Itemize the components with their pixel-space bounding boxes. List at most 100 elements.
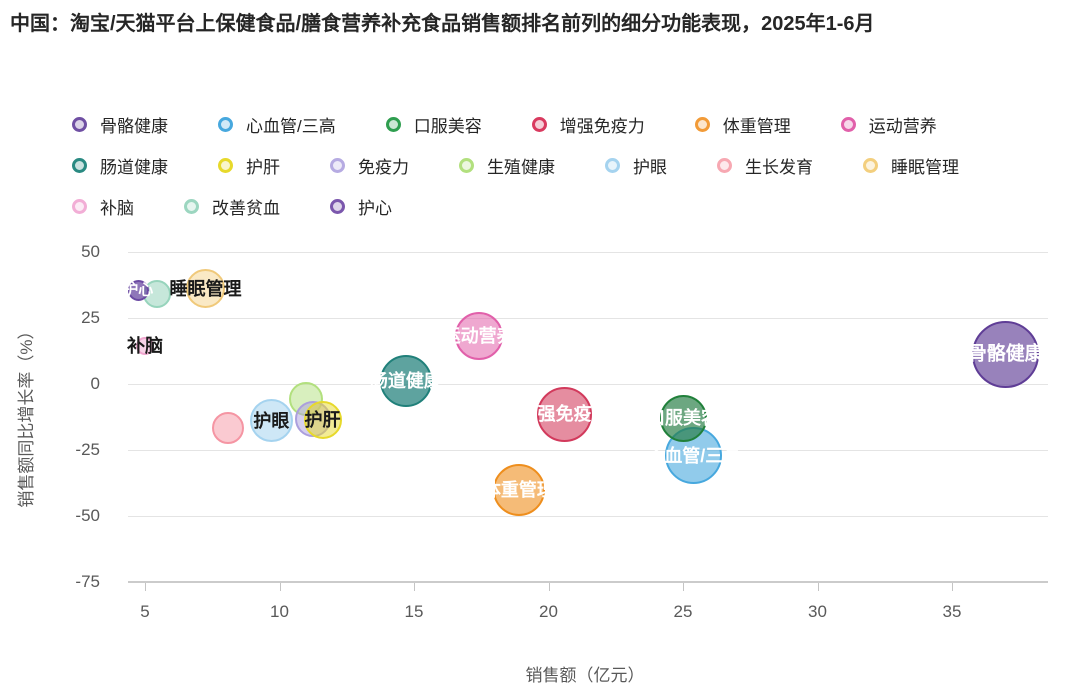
legend-dot-icon xyxy=(717,157,732,173)
legend-dot-icon xyxy=(330,198,345,214)
legend-item-label: 肠道健康 xyxy=(100,157,168,177)
legend-item-护眼: 护眼 xyxy=(605,153,667,178)
gridline-y-0 xyxy=(128,384,1048,385)
legend-item-心血管/三高: 心血管/三高 xyxy=(218,112,336,137)
bubble-label-增强免疫力: 增强免疫力 xyxy=(519,404,610,425)
bubble-label-体重管理: 体重管理 xyxy=(482,479,555,500)
bubble-label-骨骼健康: 骨骼健康 xyxy=(967,343,1044,365)
legend-item-label: 补脑 xyxy=(100,198,134,218)
bubble-label-补脑: 补脑 xyxy=(127,336,163,357)
legend-item-骨骼健康: 骨骼健康 xyxy=(72,112,168,137)
x-tick-label-10: 10 xyxy=(270,602,289,621)
bubble-睡眠管理 xyxy=(186,269,225,309)
bubble-label-护眼: 护眼 xyxy=(253,410,290,431)
x-tick-label-15: 15 xyxy=(404,602,424,621)
legend-row-3: 补脑 改善贫血 护心 xyxy=(72,194,959,218)
y-tick-label-50: 50 xyxy=(81,241,100,261)
bubble-label-护心: 护心 xyxy=(123,281,154,299)
legend-dot-icon xyxy=(72,116,87,132)
bubble-运动营养 xyxy=(454,311,503,360)
x-tick-15 xyxy=(414,583,415,591)
x-tick-25 xyxy=(683,583,684,591)
legend-item-label: 骨骼健康 xyxy=(100,116,168,136)
y-tick-label--25: -25 xyxy=(75,440,100,460)
legend-dot-icon xyxy=(72,198,87,214)
bubble-label-肠道健康: 肠道健康 xyxy=(369,371,442,392)
bubble-护眼 xyxy=(249,399,293,443)
bubble-label-运动营养: 运动营养 xyxy=(442,325,515,346)
legend-item-label: 护心 xyxy=(358,198,392,218)
legend-item-label: 生殖健康 xyxy=(487,157,555,177)
legend-item-睡眠管理: 睡眠管理 xyxy=(863,153,959,178)
legend-item-label: 免疫力 xyxy=(358,157,409,177)
bubble-护心 xyxy=(127,279,149,301)
legend-item-label: 护眼 xyxy=(633,157,667,177)
gridline-y--25 xyxy=(128,450,1048,452)
y-tick-label--50: -50 xyxy=(75,506,100,526)
legend: 骨骼健康 心血管/三高 口服美容 增强免疫力 体重管理 运动营养肠道健康 护肝 免疫力 生殖健康… xyxy=(72,112,959,235)
legend-item-label: 睡眠管理 xyxy=(891,157,959,177)
legend-item-label: 口服美容 xyxy=(413,116,482,136)
legend-dot-icon xyxy=(694,116,710,132)
legend-row-1: 骨骼健康 心血管/三高 口服美容 增强免疫力 体重管理 运动营养 xyxy=(72,112,959,136)
legend-item-护心: 护心 xyxy=(330,194,392,219)
y-tick-label-25: 25 xyxy=(81,307,100,327)
gridline-y--50 xyxy=(128,516,1048,518)
x-tick-label-30: 30 xyxy=(808,602,827,621)
legend-item-增强免疫力: 增强免疫力 xyxy=(531,112,645,137)
legend-item-肠道健康: 肠道健康 xyxy=(72,153,168,178)
legend-dot-icon xyxy=(863,157,878,173)
legend-dot-icon xyxy=(605,157,620,173)
legend-dot-icon xyxy=(385,116,401,132)
x-tick-label-25: 25 xyxy=(673,602,693,621)
legend-item-体重管理: 体重管理 xyxy=(694,112,791,137)
legend-item-label: 心血管/三高 xyxy=(246,116,336,136)
legend-item-label: 生长发育 xyxy=(745,157,813,177)
bubble-label-口服美容: 口服美容 xyxy=(647,408,719,429)
x-tick-20 xyxy=(548,583,550,591)
legend-item-运动营养: 运动营养 xyxy=(840,112,937,137)
legend-item-生长发育: 生长发育 xyxy=(717,153,813,178)
legend-item-label: 护肝 xyxy=(246,157,280,177)
bubble-肠道健康 xyxy=(379,355,432,408)
x-tick-30 xyxy=(817,583,819,591)
x-tick-5 xyxy=(145,583,146,591)
bubble-体重管理 xyxy=(492,463,545,516)
y-tick-label--75: -75 xyxy=(75,572,100,592)
legend-row-2: 肠道健康 护肝 免疫力 生殖健康 护眼 生长发育 睡眠管理 xyxy=(72,153,959,177)
y-tick-label-0: 0 xyxy=(90,374,100,393)
x-tick-label-5: 5 xyxy=(140,602,150,621)
x-axis-line xyxy=(128,581,1048,583)
bubble-骨骼健康 xyxy=(972,320,1040,388)
legend-dot-icon xyxy=(184,198,199,214)
x-tick-label-35: 35 xyxy=(942,602,962,621)
legend-dot-icon xyxy=(218,157,233,173)
legend-item-护肝: 护肝 xyxy=(218,153,280,178)
legend-item-口服美容: 口服美容 xyxy=(385,112,482,137)
legend-item-label: 改善贫血 xyxy=(212,198,280,218)
bubble-label-心血管/三高: 心血管/三高 xyxy=(646,445,742,466)
legend-item-生殖健康: 生殖健康 xyxy=(459,153,555,178)
x-axis-title: 销售额（亿元） xyxy=(525,666,645,685)
bubble-口服美容 xyxy=(659,394,707,442)
legend-dot-icon xyxy=(72,157,87,173)
x-tick-10 xyxy=(279,583,281,591)
bubble-生长发育 xyxy=(212,412,245,445)
gridline-y-25 xyxy=(128,317,1048,319)
legend-item-label: 体重管理 xyxy=(722,116,791,136)
legend-dot-icon xyxy=(840,116,856,132)
x-tick-label-20: 20 xyxy=(539,602,558,621)
legend-dot-icon xyxy=(218,116,233,132)
bubble-护肝 xyxy=(303,400,342,439)
x-tick-35 xyxy=(952,583,953,591)
legend-item-补脑: 补脑 xyxy=(72,194,134,219)
legend-dot-icon xyxy=(531,116,547,132)
legend-item-label: 增强免疫力 xyxy=(559,116,645,136)
legend-dot-icon xyxy=(459,157,474,173)
y-axis-title: 销售额同比增长率（%） xyxy=(17,322,36,508)
bubble-增强免疫力 xyxy=(537,386,593,442)
legend-item-免疫力: 免疫力 xyxy=(330,153,409,178)
legend-item-label: 运动营养 xyxy=(868,116,937,136)
legend-item-改善贫血: 改善贫血 xyxy=(184,194,280,219)
